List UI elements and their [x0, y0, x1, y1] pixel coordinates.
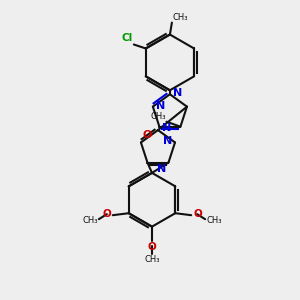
Text: O: O — [102, 209, 111, 219]
Text: CH₃: CH₃ — [150, 112, 166, 121]
Text: methoxy: methoxy — [106, 214, 112, 215]
Text: O: O — [193, 209, 202, 219]
Text: O: O — [143, 130, 152, 140]
Text: N: N — [156, 100, 165, 111]
Text: Cl: Cl — [122, 34, 133, 44]
Text: CH₃: CH₃ — [82, 216, 98, 225]
Text: N: N — [157, 164, 167, 175]
Text: N: N — [173, 88, 182, 98]
Text: CH₃: CH₃ — [144, 254, 160, 263]
Text: N: N — [163, 136, 172, 146]
Text: O: O — [148, 242, 156, 252]
Text: CH₃: CH₃ — [173, 13, 188, 22]
Text: CH₃: CH₃ — [206, 216, 222, 225]
Text: N: N — [162, 123, 172, 133]
